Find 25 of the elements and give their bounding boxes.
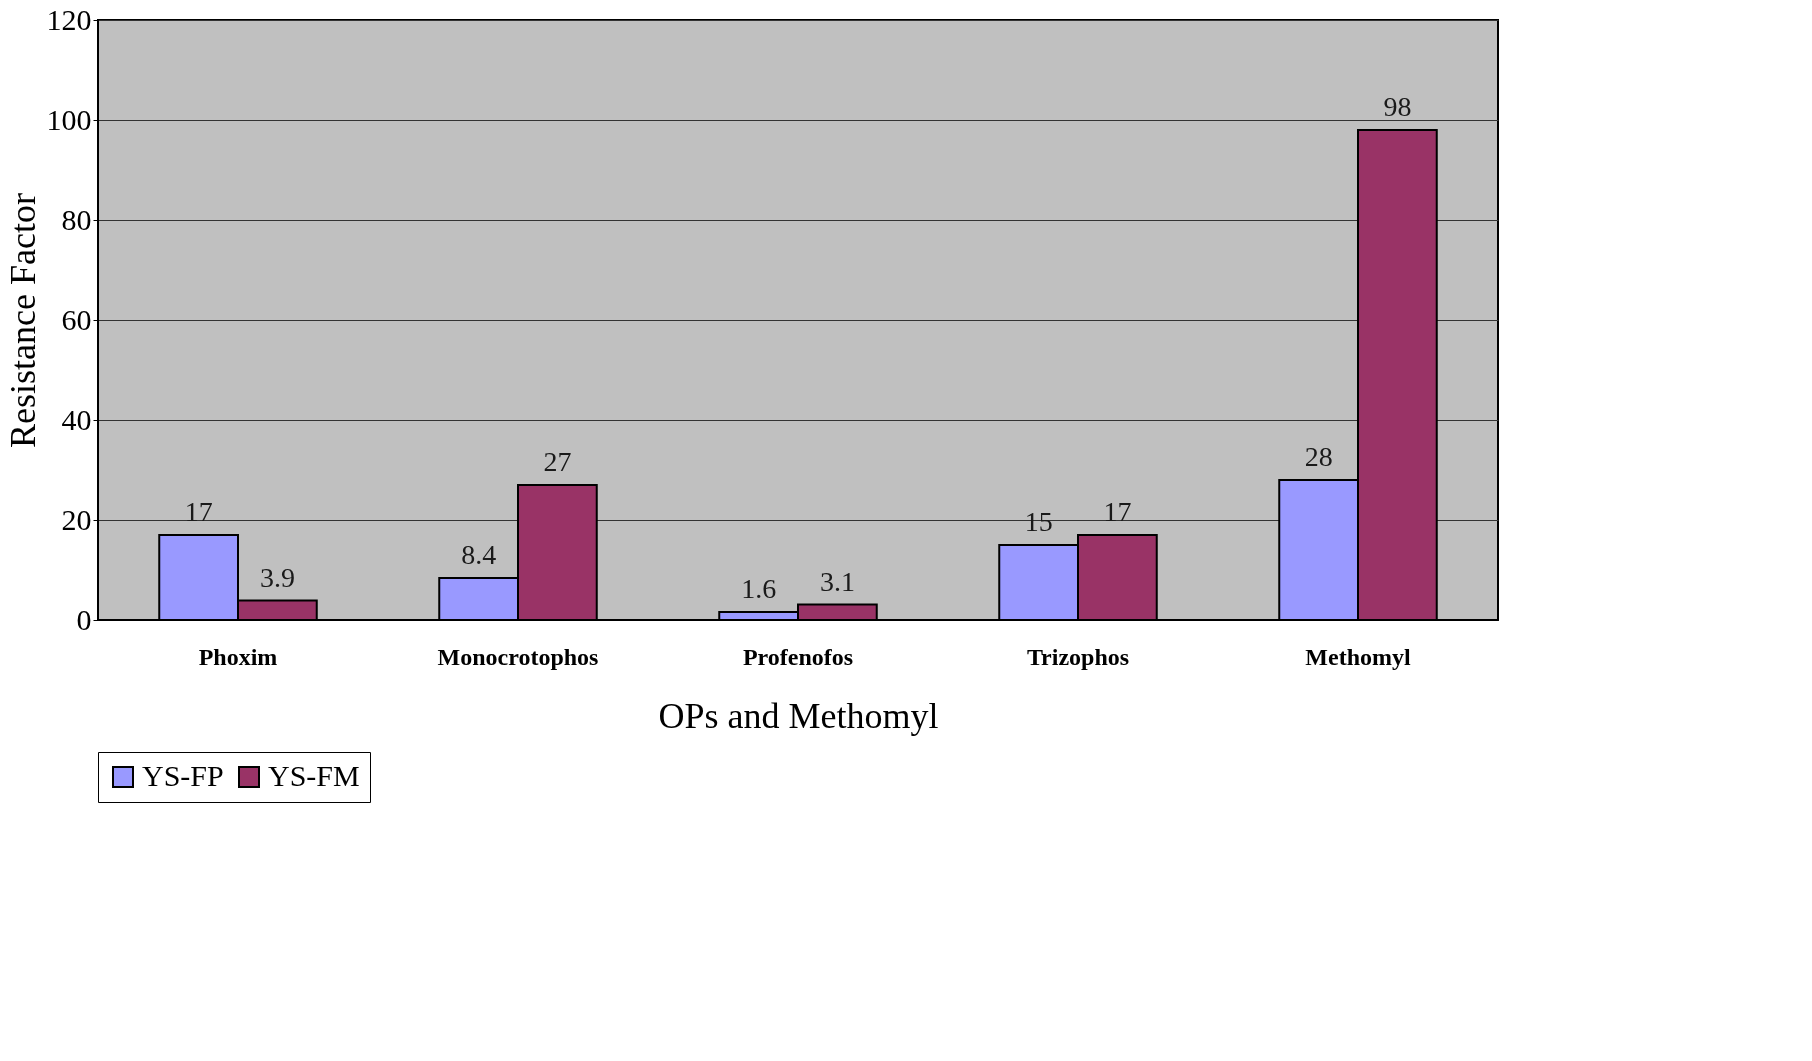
data-label: 27 (543, 446, 572, 477)
data-label: 1.6 (741, 573, 777, 604)
data-label: 28 (1304, 441, 1333, 472)
y-tick-label: 20 (61, 502, 92, 536)
y-tick-label: 120 (46, 2, 92, 36)
data-label: 3.9 (259, 561, 295, 593)
y-tick-label: 60 (61, 302, 92, 336)
x-tick-label: Profenofos (742, 643, 854, 670)
x-tick-label: Methomyl (1305, 643, 1411, 670)
x-axis-title: OPs and Methomyl (658, 695, 939, 736)
y-tick-label: 80 (61, 202, 92, 236)
data-label: 17 (184, 496, 213, 527)
x-tick-label: Trizophos (1026, 643, 1130, 670)
y-tick-label: 100 (46, 102, 92, 136)
y-tick-label: 40 (61, 402, 92, 436)
data-label: 3.1 (819, 565, 855, 597)
legend-label: YS-FM (268, 759, 360, 792)
y-axis-title: Resistance Factor (2, 193, 43, 448)
data-label: 98 (1383, 91, 1412, 122)
data-label: 17 (1103, 496, 1132, 527)
x-tick-label: Phoxim (198, 643, 278, 670)
data-label: 8.4 (461, 539, 497, 570)
legend-label: YS-FP (142, 759, 224, 792)
y-tick-label: 0 (76, 602, 92, 636)
x-tick-label: Monocrotophos (437, 643, 599, 670)
